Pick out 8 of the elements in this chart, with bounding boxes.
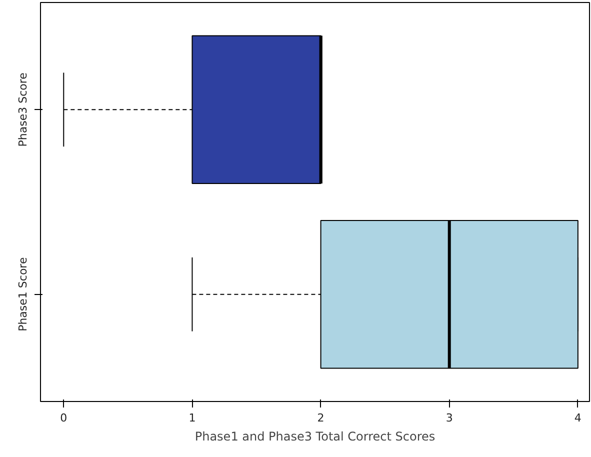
x-tick-label: 1: [188, 412, 196, 424]
x-tick-label: 3: [446, 412, 453, 424]
y-tick-label: Phase1 Score: [16, 257, 30, 332]
x-tick-label: 2: [317, 412, 324, 424]
y-tick-label: Phase3 Score: [16, 72, 30, 147]
x-tick-label: 0: [60, 412, 68, 424]
x-tick-label: 4: [574, 412, 582, 424]
x-axis-title: Phase1 and Phase3 Total Correct Scores: [194, 430, 436, 444]
